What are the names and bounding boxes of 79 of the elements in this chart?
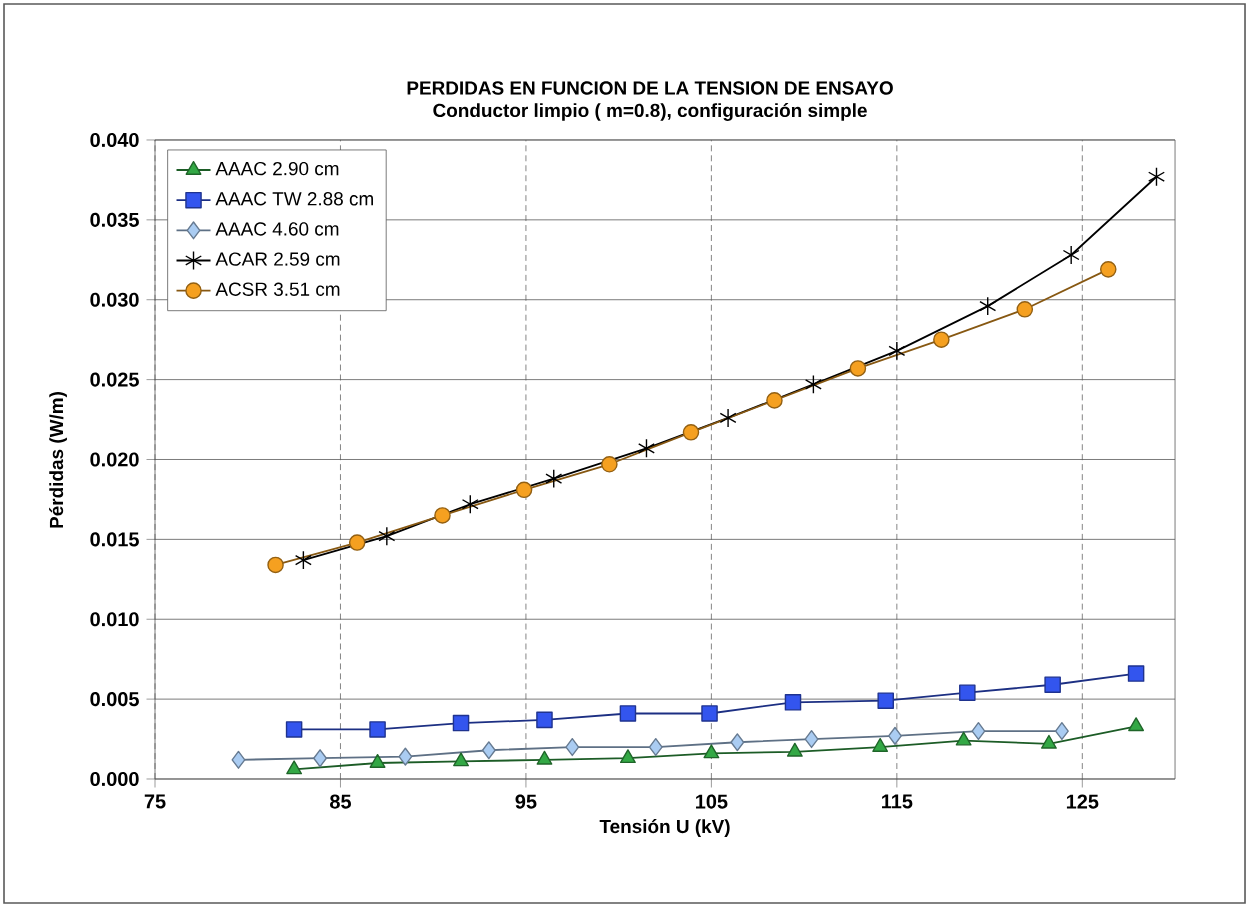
point — [286, 760, 303, 775]
x-tick-label: 125 — [1066, 794, 1099, 809]
point — [786, 742, 803, 757]
point — [933, 331, 950, 348]
legend-label: AAAC 4.60 cm — [215, 222, 339, 236]
y-tick-label: 0.015 — [90, 532, 139, 547]
point — [955, 731, 972, 746]
point — [536, 750, 553, 765]
point — [434, 507, 451, 524]
point — [959, 684, 976, 701]
x-tick-label: 75 — [144, 794, 166, 809]
point — [877, 692, 894, 709]
point — [804, 729, 819, 749]
point — [1128, 717, 1145, 732]
x-axis-title: Tensión U (kV) — [599, 819, 730, 837]
point — [719, 408, 737, 428]
point — [784, 694, 802, 711]
point — [267, 556, 284, 574]
point — [453, 752, 469, 767]
point — [1054, 722, 1069, 741]
y-tick-label: 0.020 — [90, 452, 139, 467]
point — [682, 424, 700, 441]
point — [348, 534, 366, 551]
point — [619, 705, 637, 722]
point — [703, 744, 720, 759]
legend-label: ACSR 3.51 cm — [215, 282, 340, 296]
point — [888, 341, 906, 361]
point — [1040, 734, 1057, 749]
x-tick-label: 85 — [330, 794, 351, 809]
point — [565, 737, 580, 757]
point — [285, 721, 303, 738]
point — [701, 705, 718, 722]
point — [378, 526, 396, 546]
x-tick-label: 115 — [882, 794, 913, 809]
point — [979, 296, 997, 316]
point — [545, 468, 563, 489]
point — [648, 737, 663, 757]
x-tick-label: 95 — [515, 794, 537, 809]
point — [369, 721, 386, 738]
y-tick-label: 0.010 — [90, 612, 139, 627]
y-tick-label: 0.025 — [90, 372, 139, 387]
point — [398, 747, 413, 766]
chart-subtitle: Conductor limpio ( m=0.8), configuración simple — [433, 103, 867, 121]
y-tick-label: 0.035 — [90, 212, 139, 227]
y-tick-label: 0.030 — [90, 292, 139, 307]
point — [888, 726, 902, 745]
point — [1016, 301, 1034, 318]
point — [536, 711, 553, 729]
point — [971, 722, 986, 741]
legend-label: ACAR 2.59 cm — [215, 252, 340, 266]
chart-title: PERDIDAS EN FUNCION DE LA TENSION DE ENSAYO — [407, 81, 893, 95]
point — [294, 550, 312, 570]
point — [1062, 245, 1080, 265]
point — [481, 741, 496, 760]
point — [601, 456, 618, 473]
point — [313, 749, 328, 768]
point — [1100, 261, 1117, 278]
point — [872, 737, 889, 752]
y-tick-label: 0.040 — [90, 132, 139, 148]
y-axis-title: Pérdidas (W/m) — [49, 392, 67, 528]
point — [766, 392, 783, 409]
y-tick-label: 0.005 — [90, 692, 139, 707]
y-tick-label: 0.000 — [90, 771, 139, 787]
point — [231, 750, 246, 769]
point — [369, 753, 386, 768]
point — [515, 481, 533, 499]
point — [849, 360, 867, 377]
point — [1044, 676, 1061, 694]
legend-label: AAAC TW 2.88 cm — [215, 192, 373, 206]
point — [452, 714, 470, 732]
point — [638, 438, 655, 458]
point — [730, 733, 745, 752]
point — [619, 749, 636, 764]
point — [461, 494, 479, 514]
x-tick-label: 105 — [696, 794, 728, 809]
point — [804, 374, 822, 395]
legend-label: AAAC 2.90 cm — [215, 161, 339, 176]
point — [1127, 665, 1145, 682]
point — [1148, 167, 1165, 187]
